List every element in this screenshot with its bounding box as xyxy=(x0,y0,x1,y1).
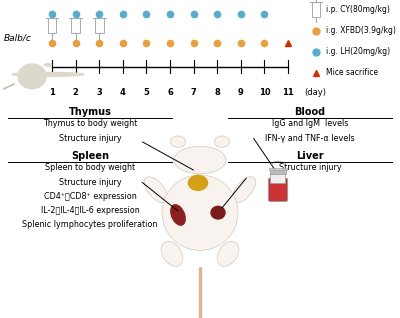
Text: Liver: Liver xyxy=(296,151,324,161)
Text: 10: 10 xyxy=(258,88,270,97)
Ellipse shape xyxy=(232,177,256,203)
Ellipse shape xyxy=(44,64,52,66)
Text: i.g. LH(20mg/kg): i.g. LH(20mg/kg) xyxy=(326,47,390,56)
Text: 8: 8 xyxy=(214,88,220,97)
Text: i.p. CY(80mg/kg): i.p. CY(80mg/kg) xyxy=(326,5,390,14)
Text: Mice sacrifice: Mice sacrifice xyxy=(326,68,378,77)
Text: Blood: Blood xyxy=(294,107,326,116)
Text: Structure injury: Structure injury xyxy=(279,163,341,172)
Ellipse shape xyxy=(188,176,208,190)
Bar xyxy=(48,18,56,33)
Text: Thymus to body weight: Thymus to body weight xyxy=(43,119,137,128)
Text: Structure injury: Structure injury xyxy=(59,135,121,143)
FancyBboxPatch shape xyxy=(270,173,286,183)
Ellipse shape xyxy=(174,146,226,174)
Text: 7: 7 xyxy=(191,88,196,97)
Text: 1: 1 xyxy=(49,88,55,97)
Text: CD4⁺，CD8⁺ expression: CD4⁺，CD8⁺ expression xyxy=(44,192,136,201)
Text: Spleen: Spleen xyxy=(71,151,109,161)
Text: (day): (day) xyxy=(304,88,326,97)
Ellipse shape xyxy=(171,205,185,225)
Text: IL-2，IL-4，IL-6 expression: IL-2，IL-4，IL-6 expression xyxy=(41,206,139,215)
Text: 11: 11 xyxy=(282,88,294,97)
Bar xyxy=(312,2,320,17)
Text: 4: 4 xyxy=(120,88,126,97)
Text: i.g. XFBD(3.9g/kg): i.g. XFBD(3.9g/kg) xyxy=(326,26,396,35)
Ellipse shape xyxy=(144,177,168,203)
Text: Spleen to body weight: Spleen to body weight xyxy=(45,163,135,172)
Ellipse shape xyxy=(12,73,84,76)
Text: Splenic lymphocytes proliferation: Splenic lymphocytes proliferation xyxy=(22,220,158,229)
Ellipse shape xyxy=(211,206,225,219)
Bar xyxy=(71,18,80,33)
Text: 6: 6 xyxy=(167,88,173,97)
Text: Balb/c: Balb/c xyxy=(4,34,32,43)
Ellipse shape xyxy=(214,136,230,148)
Bar xyxy=(95,18,104,33)
Ellipse shape xyxy=(162,175,238,251)
Ellipse shape xyxy=(161,241,183,266)
Ellipse shape xyxy=(217,241,239,266)
Text: IFN-γ and TNF-α levels: IFN-γ and TNF-α levels xyxy=(265,135,355,143)
Text: 3: 3 xyxy=(96,88,102,97)
Text: 2: 2 xyxy=(73,88,78,97)
Bar xyxy=(270,169,286,175)
FancyBboxPatch shape xyxy=(268,178,288,202)
Ellipse shape xyxy=(170,136,186,148)
Ellipse shape xyxy=(18,64,46,89)
Text: 5: 5 xyxy=(144,88,149,97)
Text: IgG and IgM  levels: IgG and IgM levels xyxy=(272,119,348,128)
Text: Structure injury: Structure injury xyxy=(59,178,121,187)
Bar xyxy=(269,168,287,170)
Text: Thymus: Thymus xyxy=(68,107,112,116)
Text: 9: 9 xyxy=(238,88,244,97)
